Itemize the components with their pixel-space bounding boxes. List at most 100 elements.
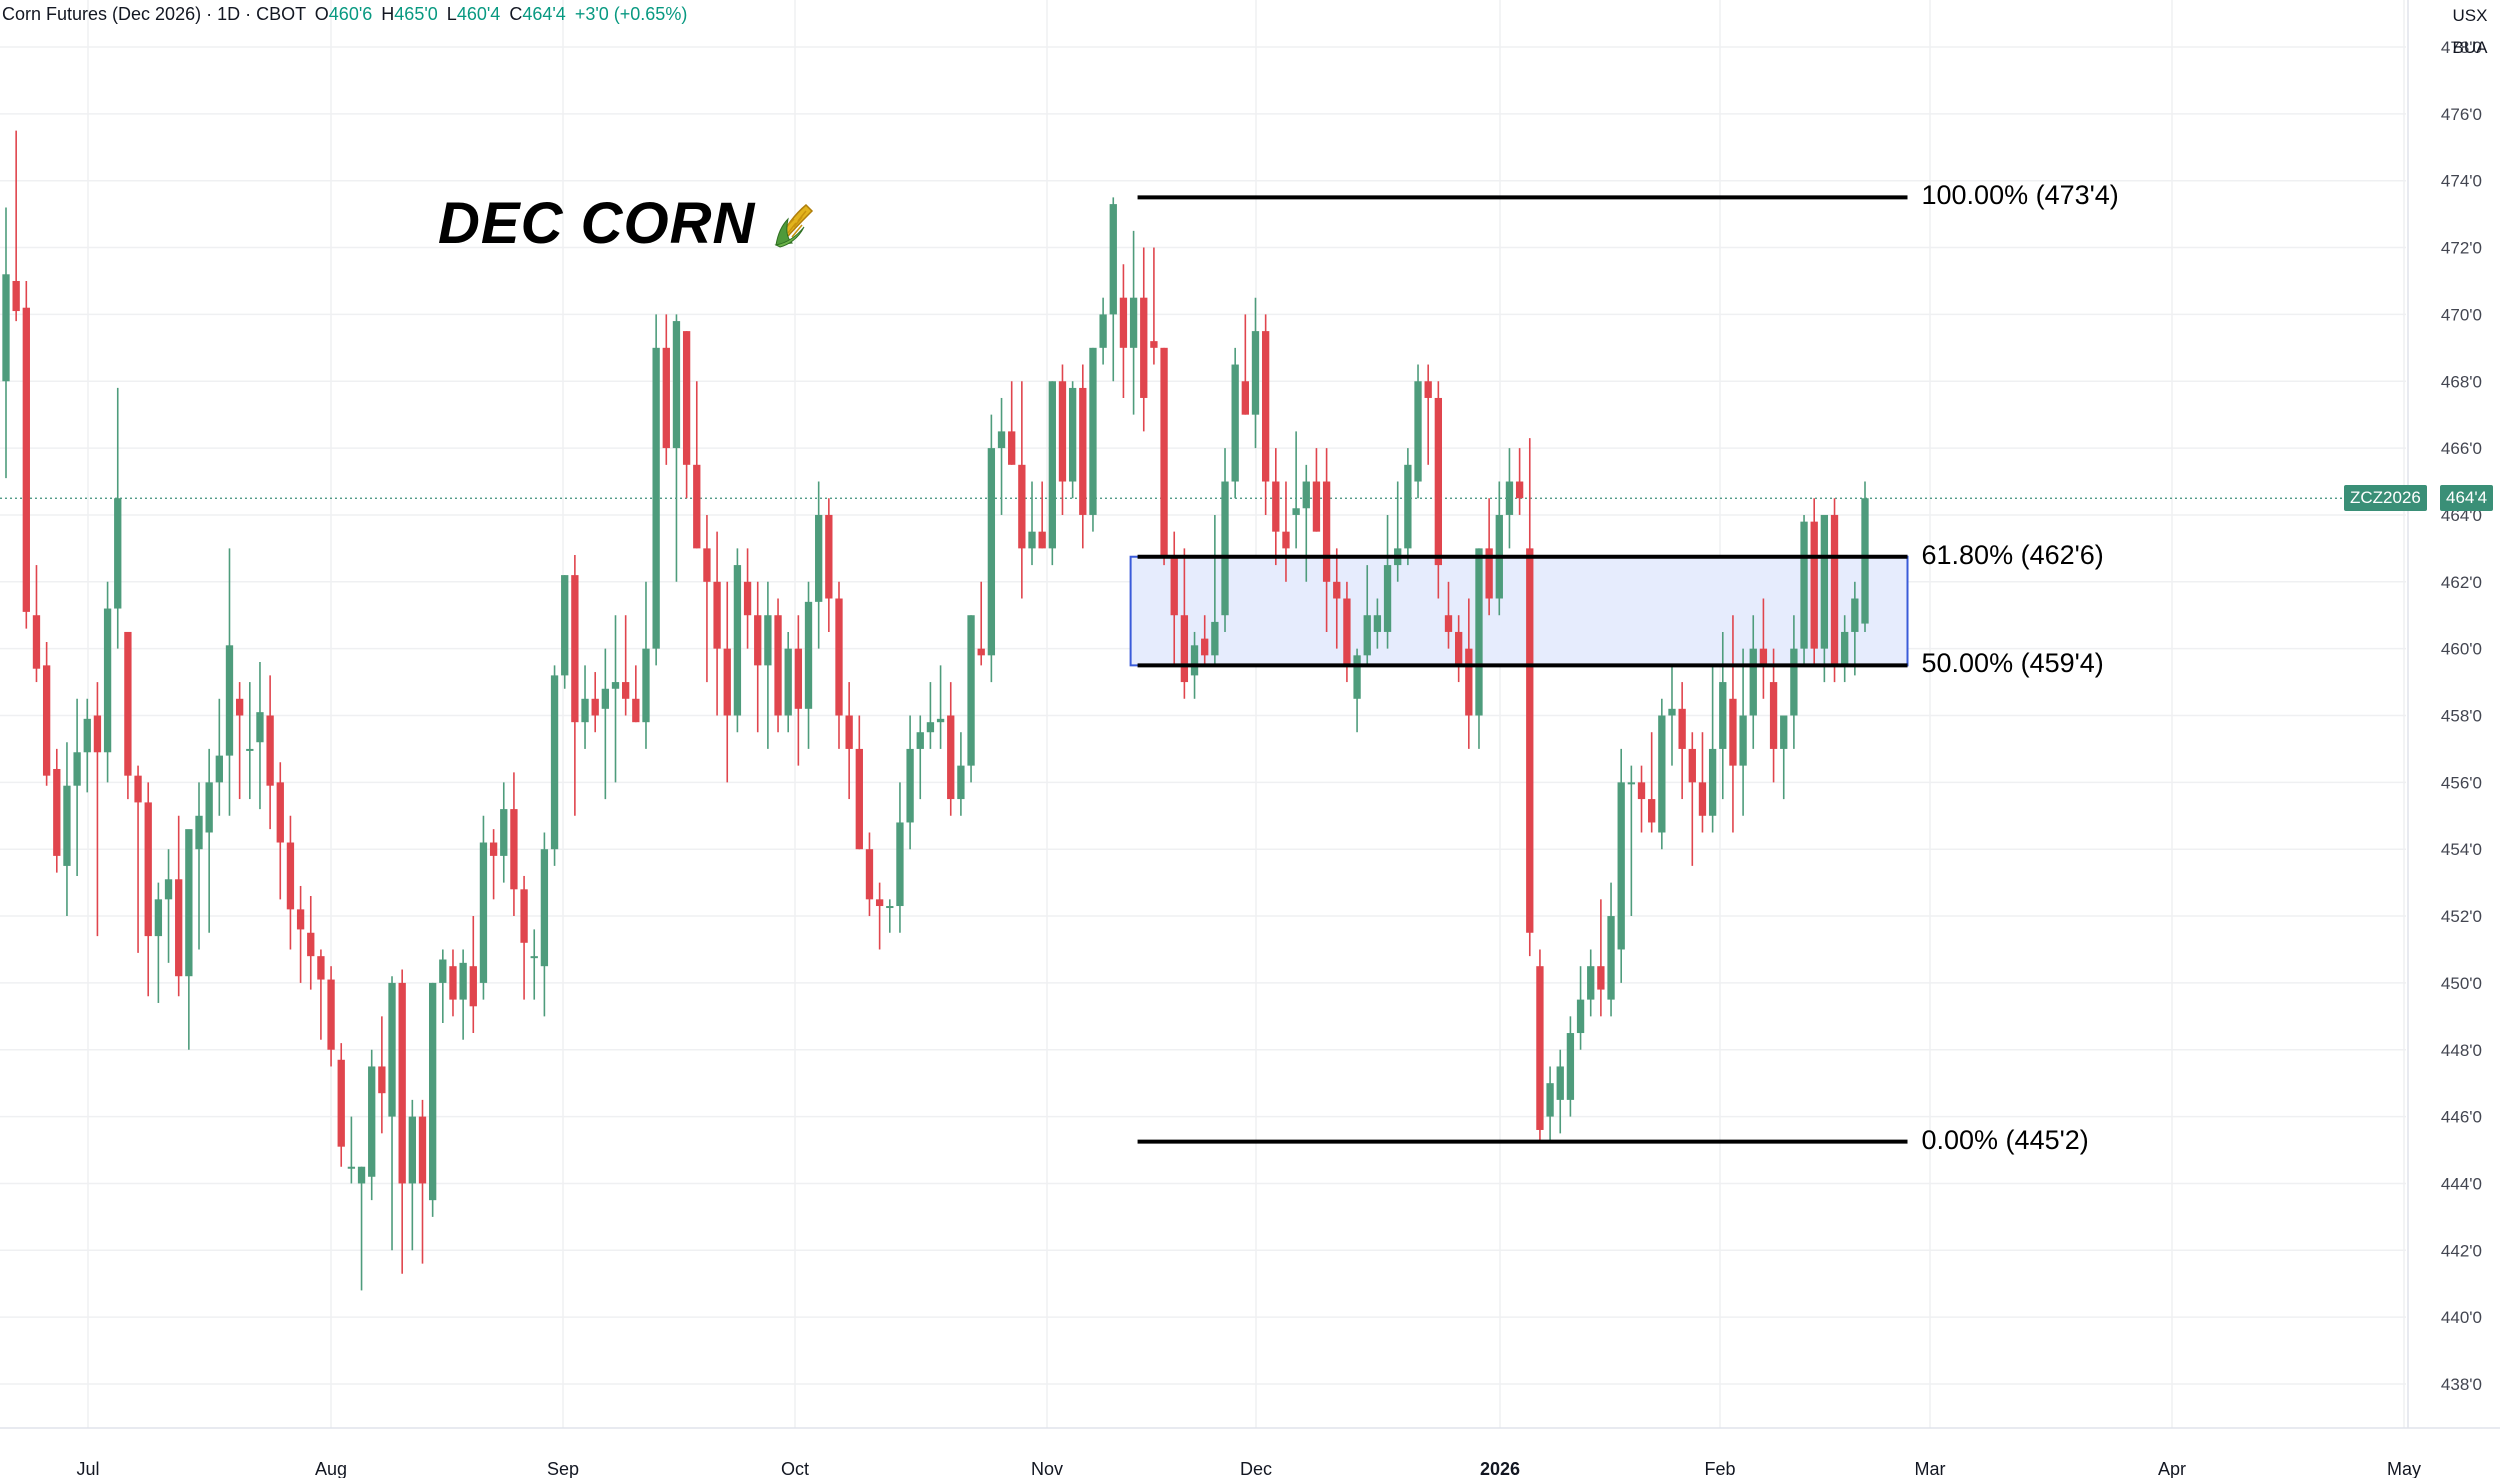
open-value: 460'6: [328, 4, 373, 24]
candle-body: [500, 809, 508, 856]
price-tick-label: 462'0: [2441, 573, 2482, 592]
change-value: +3'0 (+0.65%): [574, 4, 688, 24]
candle-body: [235, 698, 244, 716]
candle-body: [1079, 387, 1087, 515]
fib-label-0: 0.00% (445'2): [1921, 1124, 2089, 1155]
candle-body: [1465, 648, 1473, 716]
price-tick-label: 458'0: [2441, 707, 2482, 726]
candle-body: [936, 718, 945, 723]
candle-body: [855, 748, 863, 850]
time-tick-label: Mar: [1915, 1459, 1946, 1478]
candle-body: [733, 565, 742, 716]
time-tick-label: Aug: [315, 1459, 347, 1478]
currency-button[interactable]: USX: [2452, 6, 2488, 25]
last-price-value-tag: 464'4: [2440, 485, 2494, 512]
candle-body: [286, 842, 295, 910]
time-tick-label: Feb: [1704, 1459, 1735, 1478]
candle-body: [1830, 514, 1839, 666]
candle-body: [1780, 715, 1788, 749]
candle-body: [418, 1116, 427, 1184]
candle-body: [388, 982, 396, 1117]
candle-body: [1119, 297, 1128, 348]
time-tick-label: Apr: [2158, 1459, 2186, 1478]
candle-body: [662, 347, 670, 449]
candle-body: [1729, 698, 1737, 766]
candle-body: [1312, 481, 1321, 532]
candle-body: [1170, 555, 1178, 616]
candle-body: [1292, 508, 1300, 515]
candle-body: [1261, 331, 1270, 482]
annotation-title[interactable]: DEC CORN: [438, 190, 820, 257]
candle-body: [825, 514, 833, 599]
price-tick-label: 444'0: [2441, 1174, 2482, 1193]
candle-body: [154, 899, 163, 937]
candle-body: [520, 889, 528, 943]
candle-body: [1597, 966, 1605, 990]
candle-body: [215, 755, 223, 783]
candle-body: [337, 1059, 345, 1147]
candle-body: [1383, 565, 1392, 632]
candle-body: [1343, 598, 1351, 666]
price-tick-label: 448'0: [2441, 1041, 2482, 1060]
candle-body: [1363, 615, 1371, 656]
fib-zone[interactable]: [1129, 555, 1909, 667]
candle-body: [1272, 481, 1280, 532]
candle-body: [22, 307, 30, 612]
candle-body: [1658, 715, 1666, 833]
time-tick-label: Sep: [547, 1459, 579, 1478]
candle-body: [479, 842, 488, 983]
candle-body: [1587, 966, 1595, 1000]
candle-body: [682, 331, 691, 465]
candle-body: [764, 615, 772, 666]
candle-body: [53, 768, 61, 856]
candle-body: [540, 849, 549, 967]
candle-body: [1028, 531, 1036, 549]
candle-body: [124, 631, 132, 776]
candle-body: [1566, 1033, 1575, 1100]
candle-body: [845, 715, 853, 749]
candle-body: [581, 698, 589, 723]
candle-body: [754, 615, 762, 666]
candle-body: [1221, 481, 1229, 616]
price-tick-label: 438'0: [2441, 1375, 2482, 1394]
candle-body: [1617, 782, 1625, 950]
price-tick-label: 454'0: [2441, 840, 2482, 859]
unit-button[interactable]: BUA: [2452, 38, 2488, 57]
candle-body: [42, 665, 51, 776]
candle-body: [1008, 431, 1016, 465]
time-tick-label: May: [2387, 1459, 2421, 1478]
fib-label-50: 50.00% (459'4): [1921, 648, 2104, 679]
candle-body: [327, 979, 335, 1050]
candle-body: [1505, 481, 1514, 515]
candle-body: [713, 581, 721, 649]
candle-body: [1089, 347, 1097, 515]
candle-body: [1648, 799, 1656, 823]
candle-body: [1353, 655, 1361, 699]
price-tick-label: 474'0: [2441, 172, 2482, 191]
candle-body: [916, 732, 924, 749]
candle-body: [1851, 598, 1859, 632]
candle-body: [1668, 708, 1676, 716]
candle-body: [1719, 682, 1727, 749]
candle-body: [1536, 966, 1544, 1130]
candle-body: [1861, 498, 1869, 624]
candle-body: [886, 906, 894, 909]
candle-body: [357, 1166, 366, 1184]
candle-body: [1231, 364, 1239, 482]
corn-icon: [774, 203, 814, 248]
price-tick-label: 452'0: [2441, 907, 2482, 926]
candle-body: [439, 959, 447, 983]
candle-body: [1038, 531, 1046, 549]
currency-unit-box[interactable]: USX BUA: [2440, 0, 2500, 74]
candle-body: [652, 347, 660, 649]
candle-body: [977, 648, 985, 656]
candle-body: [63, 785, 71, 866]
fib-label-100: 100.00% (473'4): [1921, 180, 2119, 211]
annotation-title-text: DEC CORN: [438, 191, 756, 256]
candle-body: [378, 1066, 386, 1094]
candle-body: [1404, 464, 1412, 549]
candle-body: [987, 448, 996, 656]
candle-body: [32, 615, 41, 669]
